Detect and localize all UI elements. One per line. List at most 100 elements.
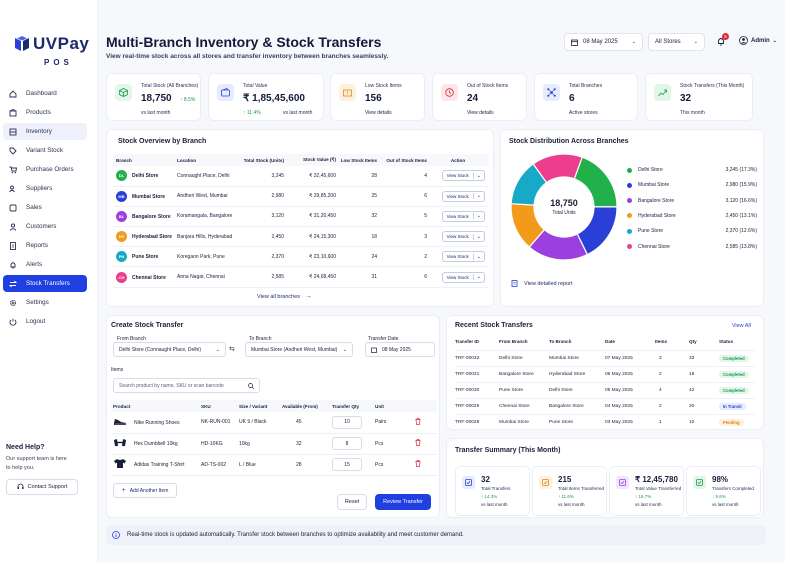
branch-badge: MB <box>116 190 127 202</box>
summary-card: ₹ 12,45,780 Total Value Transferred ↑ 16… <box>609 466 684 516</box>
action-cell: View Stock ⌄ <box>427 266 489 288</box>
product-cell: Nike Running Shoes <box>111 412 201 434</box>
stock-distribution-card: Stock Distribution Across Branches 18,75… <box>500 129 764 307</box>
transfer-date-field[interactable]: 08 May 2025 <box>365 342 435 357</box>
trash-icon[interactable] <box>415 460 421 467</box>
alert-icon <box>9 261 17 269</box>
sidebar-label: Reports <box>26 242 49 249</box>
box-icon <box>9 108 17 117</box>
legend-label: Mumbai Store <box>638 182 670 189</box>
date-cell: 05 May 2025 <box>605 381 655 398</box>
review-transfer-button[interactable]: Review Transfer <box>375 494 431 510</box>
sidebar-item-customers[interactable]: Customers <box>3 218 87 235</box>
table-row: MB Mumbai Store Andheri West, Mumbai 2,98… <box>113 186 489 207</box>
transfer-qty-input[interactable]: 15 <box>332 458 362 471</box>
table-row[interactable]: TRF-00030 Pune Store Delhi Store 05 May … <box>455 381 755 398</box>
table-header-row: Branch Location Total Stock (Units) Stoc… <box>113 154 489 166</box>
transfer-summary-card: Transfer Summary (This Month) 32 Total T… <box>446 438 764 518</box>
sidebar-item-inventory[interactable]: Inventory <box>3 123 87 140</box>
kpi-label: Total Value <box>243 83 268 89</box>
contact-support-button[interactable]: Contact Support <box>6 478 78 495</box>
view-all-branches-link[interactable]: View all branches → <box>257 293 312 300</box>
table-row[interactable]: TRF-00029 Chennai Store Bangalore Store … <box>455 397 755 414</box>
qty-cell: 18 <box>689 365 719 382</box>
stock-cell: 2,585 <box>241 266 284 288</box>
view-stock-button[interactable]: View Stock ⌄ <box>441 271 485 283</box>
sidebar-item-variant-stock[interactable]: Variant Stock <box>3 142 87 159</box>
from-cell: Delhi Store <box>499 349 549 366</box>
view-stock-button[interactable]: View Stock ⌄ <box>441 190 485 202</box>
trash-icon[interactable] <box>415 439 421 446</box>
view-stock-button[interactable]: View Stock ⌄ <box>441 170 485 182</box>
product-cell: Adidas Training T-Shirt <box>111 454 201 476</box>
qty-cell: 20 <box>689 397 719 414</box>
reset-button[interactable]: Reset <box>337 494 367 510</box>
location-cell: Connaught Place, Delhi <box>177 166 241 187</box>
sidebar-item-stock-transfers[interactable]: Stock Transfers <box>3 275 87 292</box>
view-all-transfers-link[interactable]: View All <box>731 323 751 329</box>
view-all-branches-label: View all branches <box>257 293 301 300</box>
sidebar-item-reports[interactable]: Reports <box>3 237 87 254</box>
summary-value: 98% <box>712 475 729 484</box>
branch-cell: DL Delhi Store <box>113 166 177 187</box>
sidebar-item-logout[interactable]: Logout <box>3 313 87 330</box>
product-search-placeholder: Search product by name, SKU or scan barc… <box>119 382 224 389</box>
column-header: SKU <box>201 400 239 412</box>
table-row[interactable]: TRF-00028 Mumbai Store Pune Store 03 May… <box>455 413 755 430</box>
store-select[interactable]: All Stores ⌄ <box>648 33 705 51</box>
swap-icon[interactable]: ⇆ <box>229 346 235 353</box>
info-icon <box>112 531 120 539</box>
table-row[interactable]: TRF-00031 Bangalore Store Hyderabad Stor… <box>455 365 755 382</box>
view-detailed-report-link[interactable]: View detailed report <box>511 280 573 287</box>
kpi-value: 6 <box>569 93 575 104</box>
to-branch-select[interactable]: Mumbai Store (Andheri West, Mumbai) ⌄ <box>245 342 353 357</box>
calendar-icon <box>571 39 578 46</box>
logo-icon <box>15 35 29 51</box>
from-branch-select[interactable]: Delhi Store (Connaught Place, Delhi) ⌄ <box>113 342 226 357</box>
table-row[interactable]: TRF-00032 Delhi Store Mumbai Store 07 Ma… <box>455 349 755 366</box>
legend-label: Delhi Store <box>638 167 663 173</box>
user-menu[interactable]: Admin ⌄ <box>739 36 777 45</box>
status-cell: Completed <box>719 381 755 398</box>
view-stock-button[interactable]: View Stock ⌄ <box>441 210 485 222</box>
sidebar-item-purchase-orders[interactable]: Purchase Orders <box>3 161 87 178</box>
to-cell: Bangalore Store <box>549 397 605 414</box>
gear-icon <box>9 299 17 307</box>
unit-cell: Pcs <box>375 454 415 476</box>
transfer-id-cell: TRF-00032 <box>455 349 499 366</box>
transfer-qty-input[interactable]: 10 <box>332 415 362 429</box>
chart-up-icon <box>654 84 671 101</box>
customer-icon <box>9 222 17 231</box>
column-header: Status <box>719 339 734 345</box>
branch-name: Chennai Store <box>132 274 166 281</box>
sidebar-item-suppliers[interactable]: Suppliers <box>3 180 87 197</box>
action-cell: View Stock ⌄ <box>427 186 489 207</box>
chart-legend: Delhi Store 3,245 (17.3%) Mumbai Store 2,98… <box>627 165 757 255</box>
sales-icon <box>9 204 17 212</box>
sidebar-item-dashboard[interactable]: Dashboard <box>3 85 87 102</box>
view-stock-button[interactable]: View Stock ⌄ <box>441 231 485 243</box>
add-item-button[interactable]: + Add Another Item <box>113 483 177 498</box>
sidebar-item-products[interactable]: Products <box>3 104 87 121</box>
product-search-input[interactable]: Search product by name, SKU or scan barc… <box>113 378 260 393</box>
date-picker[interactable]: 08 May 2025 ⌄ <box>564 33 643 51</box>
column-header: Size / Variant <box>239 400 282 412</box>
main-content: Multi-Branch Inventory & Stock Transfers… <box>98 0 785 563</box>
view-stock-button[interactable]: View Stock ⌄ <box>441 251 485 263</box>
sidebar-item-alerts[interactable]: Alerts <box>3 256 87 273</box>
variant-cell: UK 9 / Black <box>239 412 282 434</box>
notification-bell[interactable]: 5 <box>716 33 729 48</box>
low-stock-details-link[interactable]: View details <box>365 110 392 116</box>
summary-sub: vs last month <box>481 502 508 507</box>
app-name: UVPay <box>33 34 90 53</box>
donut-slice <box>532 153 583 184</box>
transfer-qty-input[interactable]: 8 <box>332 437 362 450</box>
dashboard-icon <box>9 89 17 98</box>
out-of-stock-details-link[interactable]: View details <box>467 110 494 116</box>
sidebar-item-sales[interactable]: Sales <box>3 199 87 216</box>
chevron-down-icon: ⌄ <box>472 253 484 260</box>
available-cell: 45 <box>282 412 332 434</box>
column-header: Out of Stock Items <box>377 154 427 166</box>
sidebar-item-settings[interactable]: Settings <box>3 294 87 311</box>
trash-icon[interactable] <box>415 417 421 425</box>
